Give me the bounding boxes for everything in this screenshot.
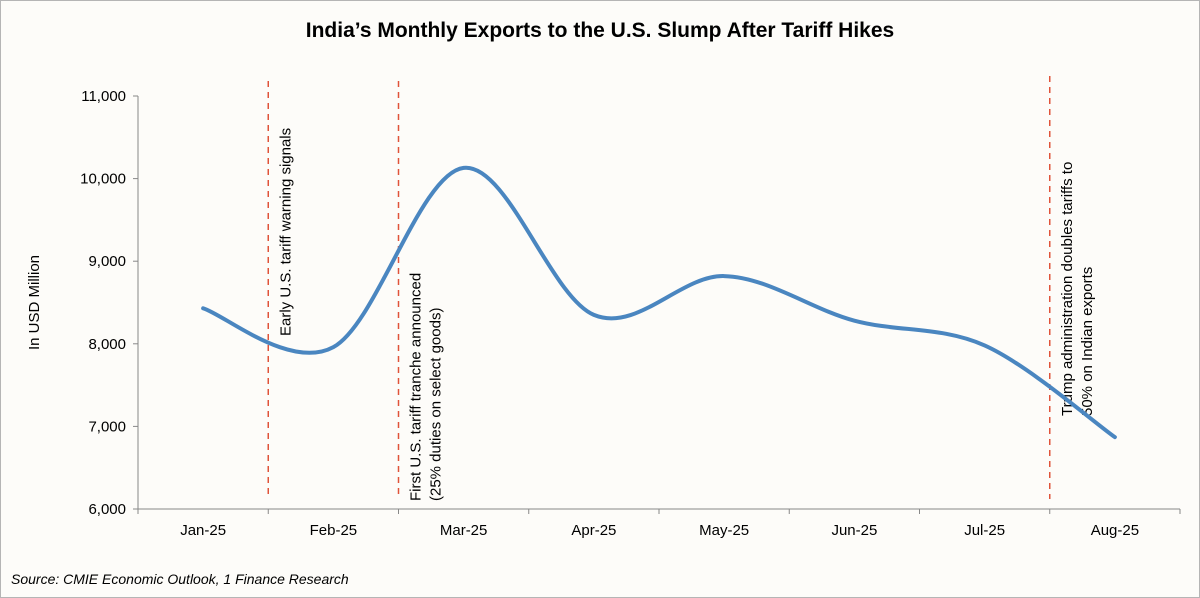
x-tick-label: Apr-25 [571, 522, 616, 539]
y-tick-label: 11,000 [81, 88, 126, 105]
y-tick-label: 10,000 [80, 171, 126, 188]
x-tick-label: Mar-25 [440, 522, 488, 539]
source-note: Source: CMIE Economic Outlook, 1 Finance… [11, 571, 349, 587]
y-tick-label: 6,000 [88, 501, 126, 518]
x-tick-label: Jul-25 [964, 522, 1005, 539]
annotation-label: 50% on Indian exports [1079, 267, 1096, 416]
exports-series-line [201, 165, 1117, 440]
y-tick-label: 8,000 [88, 336, 126, 353]
x-tick-label: Aug-25 [1091, 522, 1139, 539]
x-tick-label: Jan-25 [180, 522, 226, 539]
x-tick-label: Feb-25 [310, 522, 358, 539]
x-tick-label: May-25 [699, 522, 749, 539]
annotation-label: (25% duties on select goods) [428, 308, 445, 501]
chart-title: India’s Monthly Exports to the U.S. Slum… [305, 19, 895, 42]
y-axis-label: In USD Million [26, 255, 43, 350]
annotation-label: First U.S. tariff tranche announced [408, 273, 425, 501]
y-tick-label: 9,000 [88, 253, 126, 270]
annotation-label: Early U.S. tariff warning signals [277, 128, 294, 336]
annotation-label: Trump administration doubles tariffs to [1059, 162, 1076, 416]
x-tick-label: Jun-25 [831, 522, 877, 539]
y-tick-label: 7,000 [88, 418, 126, 435]
